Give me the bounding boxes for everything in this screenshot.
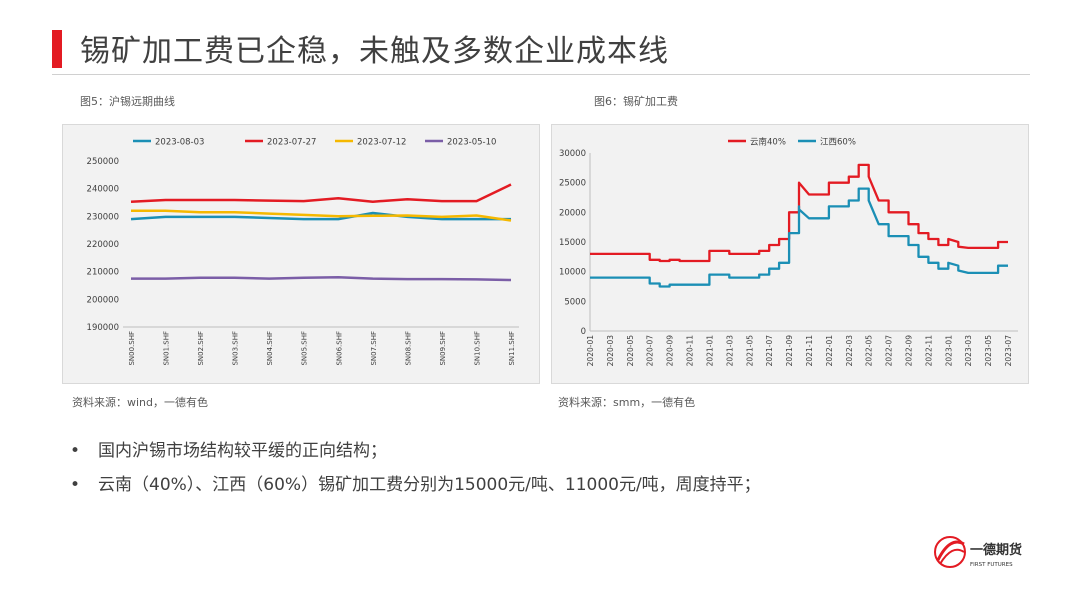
fig5-label: 图5：沪锡远期曲线	[80, 95, 175, 108]
x-tick-label: 2020-11	[686, 335, 695, 367]
logo-name-en: FIRST FUTURES	[970, 562, 1013, 568]
y-tick-label: 30000	[559, 149, 586, 159]
bullet-item: • 云南（40%）、江西（60%）锡矿加工费分别为15000元/吨、11000元…	[70, 472, 761, 506]
y-tick-label: 210000	[87, 268, 119, 278]
y-tick-label: 10000	[559, 268, 586, 278]
y-tick-label: 220000	[87, 240, 119, 250]
company-logo: 一德期货 FIRST FUTURES	[930, 530, 1030, 574]
fig6-chart-panel: 云南40% 江西60% 0 5000 10000 15000 20000 25000 30000…	[551, 124, 1029, 384]
y-tick-label: 200000	[87, 295, 119, 305]
legend-label: 云南40%	[750, 137, 786, 148]
bullet-item: • 国内沪锡市场结构较平缓的正向结构；	[70, 438, 761, 472]
x-tick-label: SN10.SHF	[473, 331, 481, 366]
y-tick-label: 0	[581, 327, 586, 337]
bullet-list: • 国内沪锡市场结构较平缓的正向结构； • 云南（40%）、江西（60%）锡矿加…	[70, 438, 761, 506]
x-tick-label: 2022-01	[825, 335, 834, 367]
x-tick-label: 2022-05	[865, 335, 874, 367]
fig6-processing-fee-chart: 云南40% 江西60% 0 5000 10000 15000 20000 25000 30000…	[559, 137, 1018, 367]
fig6-source: 资料来源：smm，一德有色	[558, 396, 696, 409]
x-tick-label: 2023-03	[964, 335, 973, 367]
x-tick-label: 2023-07	[1004, 335, 1013, 367]
x-tick-label: 2021-11	[805, 335, 814, 367]
x-tick-label: 2022-09	[905, 335, 914, 367]
bullet-text: 国内沪锡市场结构较平缓的正向结构；	[98, 441, 387, 461]
fig5-forward-curve-chart: 2023-08-03 2023-07-27 2023-07-12 2023-05-10…	[87, 138, 519, 366]
series-line	[131, 275, 512, 282]
bullet-text: 云南（40%）、江西（60%）锡矿加工费分别为15000元/吨、11000元/吨…	[98, 475, 761, 495]
fig6-label: 图6：锡矿加工费	[594, 95, 678, 108]
legend-label: 江西60%	[820, 138, 856, 148]
x-tick-label: 2020-07	[646, 335, 655, 367]
x-tick-label: 2020-05	[626, 335, 635, 367]
y-tick-label: 250000	[87, 157, 119, 167]
legend-label: 2023-08-03	[155, 138, 204, 148]
x-tick-label: 2021-03	[725, 335, 734, 367]
x-tick-label: 2023-01	[944, 335, 953, 367]
y-tick-label: 15000	[559, 238, 586, 248]
x-tick-label: 2020-01	[586, 335, 595, 367]
y-tick-label: 5000	[564, 297, 586, 307]
x-tick-label: SN09.SHF	[439, 331, 447, 366]
x-tick-label: SN08.SHF	[404, 331, 412, 366]
x-tick-label: 2022-03	[845, 335, 854, 367]
x-tick-label: 2021-07	[765, 335, 774, 367]
bullet-dot: •	[70, 475, 81, 495]
logo-name-cn: 一德期货	[970, 542, 1022, 558]
title-divider	[52, 74, 1030, 75]
x-tick-label: SN04.SHF	[266, 331, 274, 366]
series-line	[590, 163, 1008, 263]
legend-label: 2023-07-27	[267, 138, 316, 148]
x-tick-label: SN03.SHF	[232, 331, 240, 366]
fig5-source: 资料来源：wind，一德有色	[72, 396, 209, 409]
y-tick-label: 20000	[559, 208, 586, 218]
series-line	[130, 211, 511, 221]
x-tick-label: 2020-09	[666, 335, 675, 367]
y-tick-label: 190000	[87, 323, 119, 333]
x-tick-label: 2021-01	[705, 335, 714, 367]
x-tick-label: SN02.SHF	[197, 331, 205, 366]
x-tick-label: SN11.SHF	[508, 331, 516, 366]
bullet-dot: •	[70, 441, 81, 461]
fig5-chart-panel: 2023-08-03 2023-07-27 2023-07-12 2023-05-10…	[62, 124, 540, 384]
x-tick-label: 2021-09	[785, 335, 794, 367]
x-tick-label: SN06.SHF	[335, 331, 343, 366]
y-tick-label: 240000	[87, 185, 119, 195]
slide-title: 锡矿加工费已企稳，未触及多数企业成本线	[80, 34, 669, 69]
y-tick-label: 230000	[87, 212, 119, 222]
series-line	[130, 183, 512, 203]
series-line	[590, 187, 1008, 288]
y-tick-label: 25000	[559, 179, 586, 189]
logo-emblem-icon: 一德期货 FIRST FUTURES	[934, 536, 1022, 568]
x-tick-label: 2022-11	[924, 335, 933, 367]
x-tick-label: 2020-03	[606, 335, 615, 367]
x-tick-label: 2023-05	[984, 335, 993, 367]
x-tick-label: 2021-05	[745, 335, 754, 367]
x-tick-label: 2022-07	[885, 335, 894, 367]
x-tick-label: SN01.SHF	[163, 331, 171, 366]
legend-label: 2023-07-12	[357, 138, 406, 148]
title-accent-bar	[52, 30, 62, 68]
series-line	[131, 209, 512, 222]
x-tick-label: SN05.SHF	[301, 331, 309, 366]
legend-label: 2023-05-10	[447, 138, 496, 148]
x-tick-label: SN00.SHF	[128, 331, 136, 366]
x-tick-label: SN07.SHF	[370, 331, 378, 366]
